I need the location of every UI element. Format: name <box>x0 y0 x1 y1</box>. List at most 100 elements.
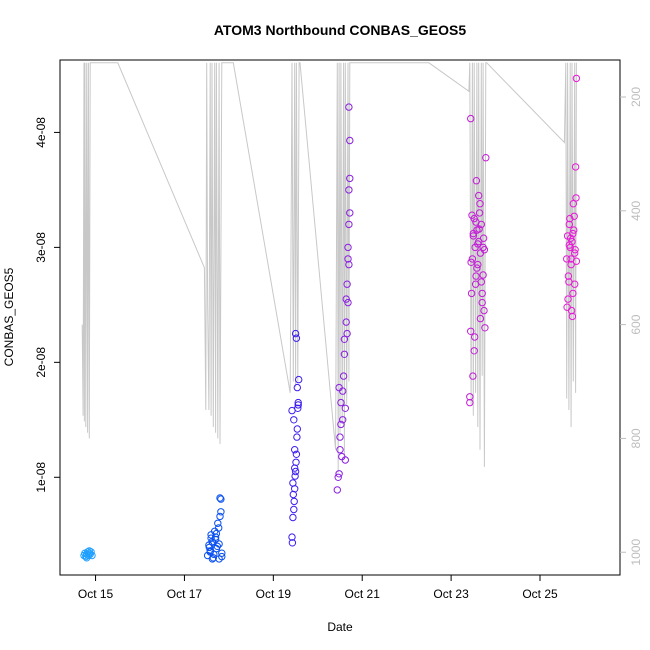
y2-tick-label: 200 <box>629 87 643 107</box>
x-axis: Oct 15 Oct 17 Oct 19 Oct 21 Oct 23 Oct 25 <box>78 575 558 601</box>
data-point <box>335 470 343 478</box>
data-point <box>216 494 224 502</box>
data-point <box>293 425 301 433</box>
data-point <box>563 303 571 311</box>
data-point <box>335 383 343 392</box>
data-point <box>216 512 224 521</box>
data-point <box>290 497 298 506</box>
data-point <box>342 318 350 326</box>
data-point <box>567 260 575 269</box>
data-point <box>472 218 480 226</box>
data-point <box>468 255 477 263</box>
plot-frame <box>59 59 621 576</box>
data-point <box>478 298 486 307</box>
data-point <box>341 456 349 464</box>
data-point <box>571 163 580 171</box>
data-point <box>207 534 215 542</box>
data-point <box>571 280 579 288</box>
y-axis: 1e-08 2e-08 3e-08 4e-08 <box>34 117 60 493</box>
data-point <box>83 554 91 562</box>
data-point <box>293 433 301 441</box>
data-point <box>294 398 302 407</box>
data-point <box>295 375 303 384</box>
data-point <box>466 393 474 401</box>
data-point <box>479 234 488 242</box>
data-point <box>346 174 354 183</box>
data-point <box>569 229 577 238</box>
data-point <box>469 232 477 240</box>
data-point <box>564 272 573 280</box>
data-point <box>291 329 300 338</box>
y2-tick-label: 600 <box>629 314 643 334</box>
data-point <box>480 306 488 315</box>
data-point <box>209 539 217 547</box>
data-point <box>566 214 574 223</box>
y2-tick-label: 400 <box>629 200 643 220</box>
data-point <box>345 103 353 111</box>
data-point <box>336 446 344 454</box>
data-point <box>293 383 301 392</box>
data-point <box>564 295 572 303</box>
data-point <box>346 209 354 217</box>
data-point <box>292 334 301 342</box>
data-point <box>472 177 481 185</box>
data-point <box>475 191 483 200</box>
data-point <box>571 249 579 257</box>
data-point <box>467 258 475 266</box>
data-point <box>342 295 350 303</box>
pressure-line <box>81 62 577 473</box>
y-axis-label: CONBAS_GEOS5 <box>2 267 16 366</box>
data-point <box>467 327 475 335</box>
data-point <box>289 513 297 522</box>
data-point <box>468 211 476 219</box>
data-point <box>212 529 221 538</box>
chart-title: ATOM3 Northbound CONBAS_GEOS5 <box>214 22 466 38</box>
y-tick-label: 3e-08 <box>34 232 48 263</box>
data-point <box>215 555 223 563</box>
data-point <box>291 446 299 454</box>
y2-axis: 200 400 600 800 1000 <box>620 87 643 566</box>
data-point <box>294 401 302 409</box>
data-point <box>482 154 490 162</box>
data-point <box>291 464 299 472</box>
y-tick-label: 1e-08 <box>34 462 48 493</box>
data-point <box>480 246 489 254</box>
data-point <box>340 350 349 358</box>
data-point <box>569 289 577 298</box>
y2-tick-label: 1000 <box>629 539 643 566</box>
data-point <box>478 289 486 298</box>
data-point <box>476 314 485 323</box>
data-point <box>291 467 300 476</box>
data-point <box>289 479 297 487</box>
data-point <box>334 473 342 481</box>
x-tick-label: Oct 17 <box>167 587 203 601</box>
data-point <box>467 289 476 298</box>
data-point <box>339 416 347 424</box>
data-point <box>345 186 353 194</box>
data-point <box>337 398 345 407</box>
data-point <box>570 226 578 234</box>
data-point <box>205 543 214 552</box>
data-point <box>87 548 95 556</box>
data-point <box>290 505 298 514</box>
data-point <box>474 260 482 269</box>
data-point <box>344 255 352 263</box>
data-point <box>471 333 479 341</box>
data-point <box>475 209 484 217</box>
x-tick-label: Oct 25 <box>522 587 558 601</box>
data-point <box>336 433 344 441</box>
data-point <box>572 257 581 265</box>
data-point <box>481 324 489 332</box>
data-point <box>563 255 571 263</box>
y2-tick-label: 800 <box>629 428 643 448</box>
data-point <box>343 280 351 288</box>
data-point <box>217 495 225 503</box>
data-point <box>479 271 487 279</box>
x-tick-label: Oct 15 <box>78 587 114 601</box>
data-point <box>470 347 478 355</box>
data-point <box>344 243 352 252</box>
data-point <box>290 416 298 424</box>
data-point <box>570 212 578 221</box>
